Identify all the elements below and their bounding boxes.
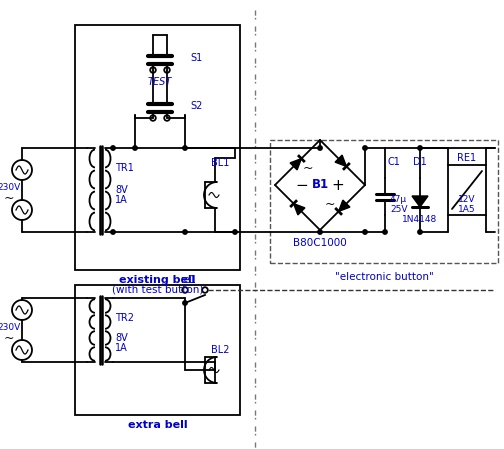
Text: ~: ~ <box>4 331 14 344</box>
Text: re1: re1 <box>180 275 196 285</box>
Bar <box>75 25 240 270</box>
Text: existing bell: existing bell <box>119 275 196 285</box>
Circle shape <box>383 230 387 234</box>
Text: D1: D1 <box>413 157 427 167</box>
Text: 1N4148: 1N4148 <box>402 216 437 224</box>
Circle shape <box>183 301 187 305</box>
Text: ~: ~ <box>303 162 313 175</box>
Polygon shape <box>335 155 346 167</box>
Text: 25V: 25V <box>390 206 408 215</box>
Circle shape <box>183 146 187 150</box>
Text: ~: ~ <box>325 198 335 211</box>
Text: 8V: 8V <box>115 185 128 195</box>
Text: S1: S1 <box>190 53 202 63</box>
Circle shape <box>150 115 156 121</box>
Text: ~: ~ <box>4 192 14 204</box>
Text: B1: B1 <box>311 179 329 192</box>
Text: extra bell: extra bell <box>128 420 187 430</box>
Text: 1A: 1A <box>115 195 128 205</box>
Text: C1: C1 <box>388 157 401 167</box>
Bar <box>75 285 240 415</box>
Circle shape <box>12 200 32 220</box>
Circle shape <box>318 146 322 150</box>
Polygon shape <box>290 158 301 170</box>
Text: TR1: TR1 <box>115 163 134 173</box>
Circle shape <box>418 146 422 150</box>
Text: B80C1000: B80C1000 <box>293 238 347 248</box>
Text: TEST: TEST <box>148 77 172 87</box>
Circle shape <box>164 67 170 73</box>
Circle shape <box>12 300 32 320</box>
Circle shape <box>363 230 367 234</box>
Bar <box>448 165 486 215</box>
Text: 230V: 230V <box>0 184 21 193</box>
Text: BL1: BL1 <box>211 158 229 168</box>
Text: (with test button): (with test button) <box>112 285 203 295</box>
Text: TR2: TR2 <box>115 313 134 323</box>
Circle shape <box>183 230 187 234</box>
Text: "electronic button": "electronic button" <box>335 272 433 282</box>
Polygon shape <box>294 203 305 215</box>
Circle shape <box>418 230 422 234</box>
Circle shape <box>318 230 322 234</box>
Circle shape <box>233 230 237 234</box>
Text: 230V: 230V <box>0 323 21 333</box>
Text: 12V: 12V <box>458 195 476 204</box>
Polygon shape <box>412 196 428 207</box>
Text: −: − <box>296 179 308 194</box>
Circle shape <box>12 160 32 180</box>
Circle shape <box>12 340 32 360</box>
Circle shape <box>111 230 115 234</box>
Circle shape <box>182 287 188 293</box>
Text: S2: S2 <box>190 101 203 111</box>
Text: RE1: RE1 <box>458 153 477 163</box>
Polygon shape <box>339 200 350 211</box>
Text: 47μ: 47μ <box>390 195 407 204</box>
Circle shape <box>111 146 115 150</box>
Circle shape <box>133 146 137 150</box>
Circle shape <box>202 287 208 293</box>
Circle shape <box>164 115 170 121</box>
Circle shape <box>363 146 367 150</box>
Circle shape <box>150 67 156 73</box>
Bar <box>270 140 498 263</box>
Text: +: + <box>332 179 344 194</box>
Text: 1A5: 1A5 <box>458 206 476 215</box>
Text: BL2: BL2 <box>211 345 229 355</box>
Text: 8V: 8V <box>115 333 128 343</box>
Text: 1A: 1A <box>115 343 128 353</box>
